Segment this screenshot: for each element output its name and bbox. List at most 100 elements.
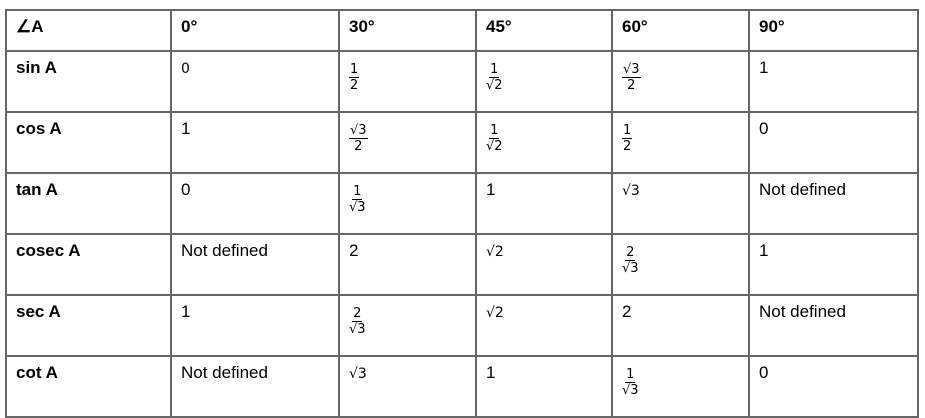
- row-label: sin A: [5, 50, 172, 113]
- numerator: 1: [625, 367, 636, 383]
- table-cell: 2: [338, 233, 477, 296]
- row-label: cos A: [5, 111, 172, 174]
- numerator: 1: [349, 62, 360, 78]
- table-row: cos A 1 √3 2 1 √2 1 2 0: [5, 111, 919, 174]
- cell-value: 2: [349, 241, 359, 260]
- table-row: sec A 1 2 √3 √2 2 Not defined: [5, 294, 919, 357]
- cell-value: 0: [181, 61, 190, 77]
- denominator: 2: [627, 78, 636, 93]
- table-cell: 1: [748, 50, 919, 113]
- fraction: 2 √3: [622, 245, 639, 276]
- fraction: √3 2: [622, 62, 641, 93]
- cell-value: √3: [622, 183, 640, 199]
- numerator: 2: [625, 245, 636, 261]
- table-cell: Not defined: [170, 233, 340, 296]
- table-cell: Not defined: [748, 172, 919, 235]
- table-cell: 1 √3: [611, 355, 750, 418]
- numerator: 1: [489, 123, 500, 139]
- cell-value: 2: [622, 302, 632, 321]
- table-row: sin A 0 1 2 1 √2 √3 2 1: [5, 50, 919, 113]
- cell-value: Not defined: [181, 363, 268, 382]
- denominator: 2: [354, 139, 363, 154]
- numerator: 2: [352, 306, 363, 322]
- table-cell: 0: [170, 172, 340, 235]
- row-label: tan A: [5, 172, 172, 235]
- table-cell: √3: [338, 355, 477, 418]
- cell-value: Not defined: [181, 241, 268, 260]
- numerator: √3: [349, 123, 368, 139]
- angle-column-header: 90°: [748, 9, 919, 52]
- cell-value: √2: [486, 244, 504, 260]
- row-label: cot A: [5, 355, 172, 418]
- denominator: √2: [486, 78, 503, 93]
- table-cell: √3 2: [611, 50, 750, 113]
- table-cell: Not defined: [170, 355, 340, 418]
- denominator: √3: [622, 383, 639, 398]
- header-row: ∠A 0° 30° 45° 60° 90°: [5, 9, 919, 52]
- cell-value: 1: [181, 119, 191, 138]
- denominator: √3: [349, 200, 366, 215]
- table-cell: 2 √3: [611, 233, 750, 296]
- table-cell: √3: [611, 172, 750, 235]
- denominator: √3: [622, 261, 639, 276]
- numerator: √3: [622, 62, 641, 78]
- table-cell: Not defined: [748, 294, 919, 357]
- fraction: 1 √2: [486, 62, 503, 93]
- cell-value: 1: [759, 241, 769, 260]
- table-row: cosec A Not defined 2 √2 2 √3 1: [5, 233, 919, 296]
- angle-column-header: 0°: [170, 9, 340, 52]
- table-cell: 1 √2: [475, 111, 613, 174]
- table-cell: 1 √3: [338, 172, 477, 235]
- table-row: tan A 0 1 √3 1 √3 Not defined: [5, 172, 919, 235]
- table-cell: √2: [475, 233, 613, 296]
- table-cell: 0: [748, 111, 919, 174]
- numerator: 1: [352, 184, 363, 200]
- denominator: 2: [350, 78, 359, 93]
- cell-value: 0: [759, 363, 769, 382]
- table-cell: 1: [170, 111, 340, 174]
- cell-value: 0: [759, 119, 769, 138]
- cell-value: 1: [486, 363, 496, 382]
- table-row: cot A Not defined √3 1 1 √3 0: [5, 355, 919, 418]
- table-cell: 2: [611, 294, 750, 357]
- numerator: 1: [489, 62, 500, 78]
- table-cell: 2 √3: [338, 294, 477, 357]
- fraction: 1 √3: [349, 184, 366, 215]
- cell-value: Not defined: [759, 180, 846, 199]
- fraction: 1 √2: [486, 123, 503, 154]
- cell-value: √3: [349, 366, 367, 382]
- row-label: sec A: [5, 294, 172, 357]
- denominator: 2: [623, 139, 632, 154]
- cell-value: Not defined: [759, 302, 846, 321]
- fraction: 2 √3: [349, 306, 366, 337]
- cell-value: 0: [181, 180, 191, 199]
- angle-column-header: 45°: [475, 9, 613, 52]
- fraction: √3 2: [349, 123, 368, 154]
- table-cell: 1: [170, 294, 340, 357]
- table-cell: 1: [475, 172, 613, 235]
- cell-value: 1: [181, 302, 191, 321]
- table-cell: √3 2: [338, 111, 477, 174]
- table-cell: 1: [475, 355, 613, 418]
- angle-header: ∠A: [5, 9, 172, 52]
- fraction: 1 √3: [622, 367, 639, 398]
- numerator: 1: [622, 123, 633, 139]
- table-cell: 0: [748, 355, 919, 418]
- angle-column-header: 60°: [611, 9, 750, 52]
- cell-value: 1: [486, 180, 496, 199]
- cell-value: √2: [486, 305, 504, 321]
- table-cell: 1: [748, 233, 919, 296]
- table-cell: 0: [170, 50, 340, 113]
- row-label: cosec A: [5, 233, 172, 296]
- denominator: √3: [349, 322, 366, 337]
- cell-value: 1: [759, 58, 769, 77]
- denominator: √2: [486, 139, 503, 154]
- table-cell: 1 √2: [475, 50, 613, 113]
- table-cell: √2: [475, 294, 613, 357]
- angle-column-header: 30°: [338, 9, 477, 52]
- trig-ratios-table: ∠A 0° 30° 45° 60° 90° sin A 0 1 2 1 √2 √3 2 1 cos A 1 √3 2…: [5, 9, 919, 418]
